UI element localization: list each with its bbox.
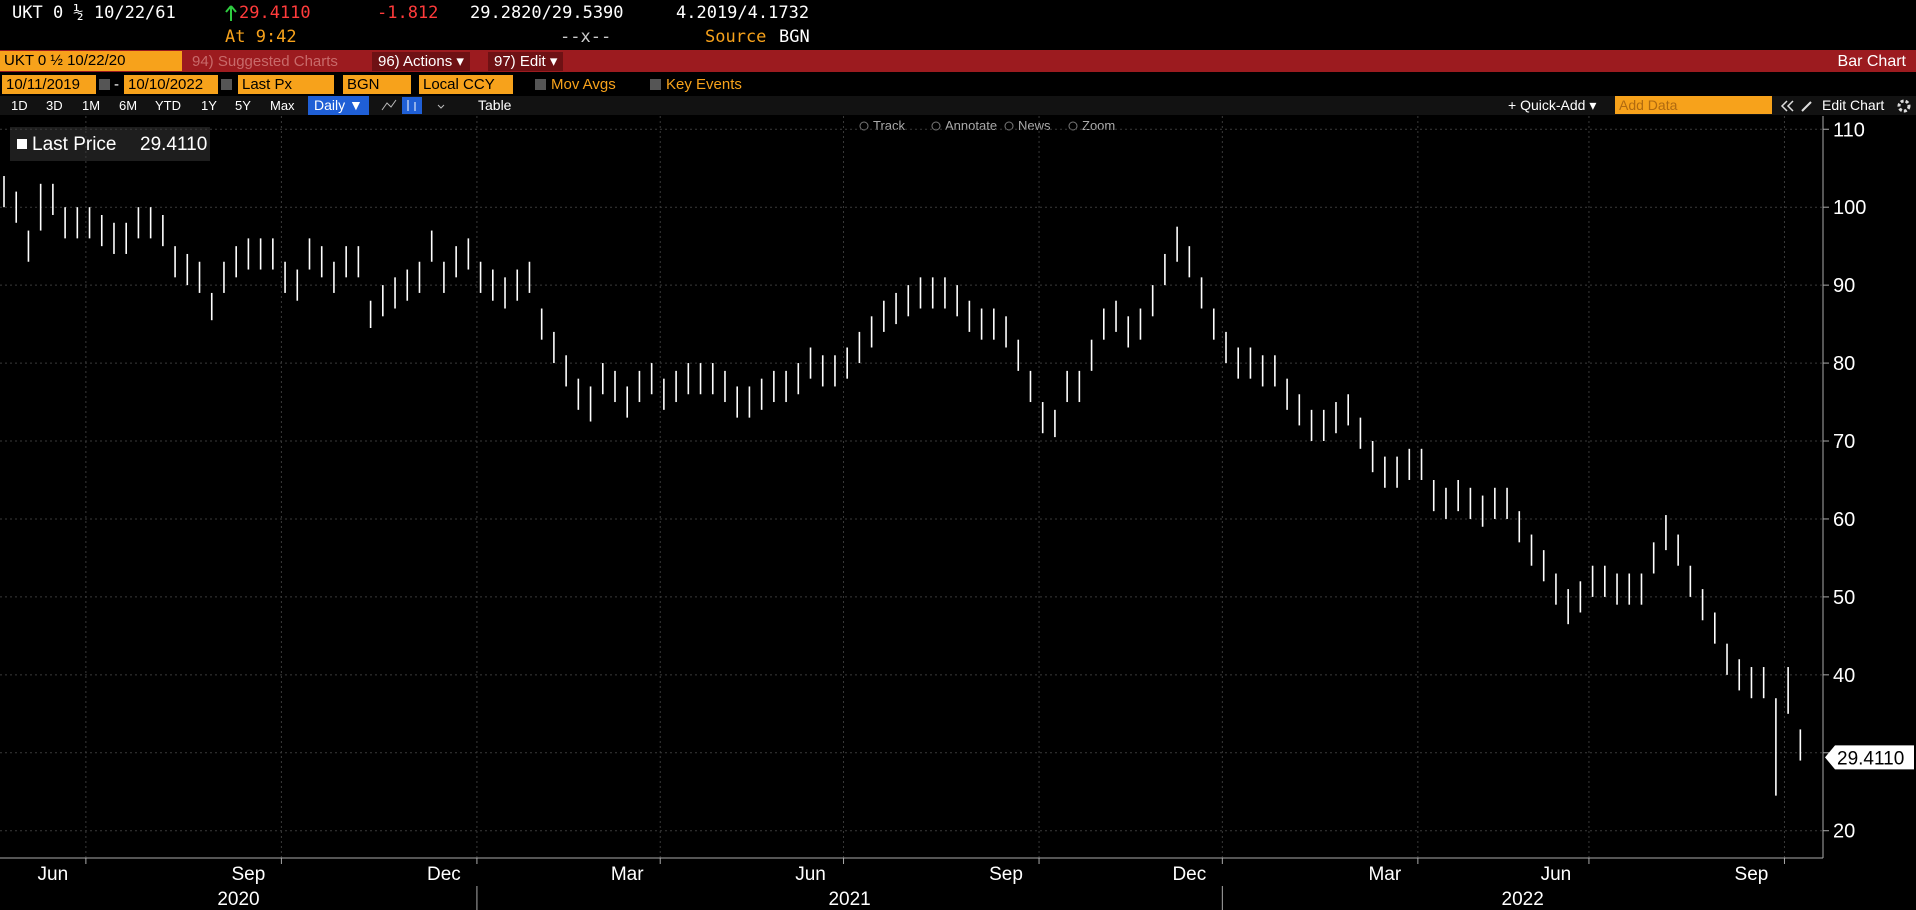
period-row (0, 96, 1916, 115)
checkbox[interactable] (535, 79, 546, 90)
x-tick-label: Sep (231, 864, 265, 885)
x-tick-label: Jun (38, 864, 69, 885)
y-tick-label: 90 (1833, 275, 1855, 297)
last-price-marker (1825, 745, 1914, 770)
edit-chart[interactable]: Edit Chart (1822, 97, 1885, 113)
y-tick-label: 100 (1833, 197, 1866, 219)
start-date[interactable]: 10/11/2019 (2, 75, 96, 94)
suggested-charts[interactable]: 94) Suggested Charts (192, 53, 338, 70)
security-box[interactable]: UKT 0 ½ 10/22/20 (0, 51, 182, 71)
yields: 4.2019/4.1732 (676, 3, 810, 23)
y-tick-label: 20 (1833, 821, 1855, 843)
chart-tool-icon[interactable] (931, 121, 941, 131)
x-tick-label: Jun (1541, 864, 1572, 885)
ticker: UKT 0 ½ 10/22/61 (12, 3, 176, 23)
x-tick-label: Dec (427, 864, 461, 885)
quick-add[interactable]: + Quick-Add ▾ (1508, 97, 1597, 113)
field-select[interactable]: Last Px (238, 75, 334, 94)
year-label: 2021 (828, 889, 870, 910)
end-date[interactable]: 10/10/2022 (124, 75, 218, 94)
chart-tool-icon[interactable] (1068, 121, 1078, 131)
period-button[interactable]: 1D (11, 98, 28, 113)
x-tick-label: Jun (795, 864, 826, 885)
add-data-input[interactable]: Add Data (1615, 96, 1772, 114)
chart-kind: Bar Chart (1837, 53, 1906, 70)
chart-tool-icon[interactable] (859, 121, 869, 131)
red-toolbar (0, 50, 1916, 72)
period-button[interactable]: Max (270, 98, 295, 113)
y-tick-label: 60 (1833, 509, 1855, 531)
y-tick-label: 70 (1833, 431, 1855, 453)
chart-tool-icon[interactable] (1004, 121, 1014, 131)
source-label: Source (705, 27, 767, 47)
chart-tool[interactable]: Zoom (1082, 118, 1115, 133)
net-change: -1.812 (377, 3, 439, 23)
y-tick-label: 50 (1833, 587, 1855, 609)
last-price-label: 29.4110 (1837, 748, 1904, 769)
period-button[interactable]: 6M (119, 98, 138, 113)
frequency-select[interactable]: Daily ▼ (308, 96, 369, 115)
settings-icon[interactable] (1896, 98, 1912, 114)
x-tick-label: Mar (1368, 864, 1401, 885)
table-button[interactable]: Table (478, 97, 512, 113)
source: BGN (779, 27, 810, 47)
period-button[interactable]: 1M (82, 98, 101, 113)
year-label: 2022 (1502, 889, 1544, 910)
legend-label: Last Price (32, 134, 116, 155)
mov-avgs[interactable]: Mov Avgs (551, 76, 616, 93)
chart-tool[interactable]: News (1018, 118, 1051, 133)
actions-menu[interactable]: 96) Actions ▾ (372, 52, 470, 71)
checkbox[interactable] (650, 79, 661, 90)
x-tick-label: Mar (611, 864, 644, 885)
time: At 9:42 (225, 27, 297, 47)
period-button[interactable]: 3D (46, 98, 63, 113)
source-select[interactable]: BGN (343, 75, 411, 94)
calendar-icon[interactable] (221, 79, 232, 90)
currency-select[interactable]: Local CCY (419, 75, 513, 94)
chart-tool[interactable]: Track (873, 118, 906, 133)
period-button[interactable]: 1Y (201, 98, 217, 113)
year-label: 2020 (217, 889, 259, 910)
bid-ask: 29.2820/29.5390 (470, 3, 624, 23)
x-tick-label: Sep (1735, 864, 1769, 885)
period-button[interactable]: 5Y (235, 98, 251, 113)
chart-tool[interactable]: Annotate (945, 118, 997, 133)
size: --x-- (560, 27, 612, 47)
up-arrow (225, 5, 237, 21)
y-tick-label: 110 (1833, 119, 1865, 141)
chart-style-icons[interactable] (380, 97, 450, 114)
legend-value: 29.4110 (140, 134, 207, 155)
x-tick-label: Sep (989, 864, 1023, 885)
period-button[interactable]: YTD (155, 98, 181, 113)
x-tick-label: Dec (1172, 864, 1206, 885)
last-price: 29.4110 (239, 3, 311, 23)
collapse-icon[interactable] (1780, 99, 1814, 113)
date-dash: - (114, 76, 119, 93)
y-tick-label: 40 (1833, 665, 1855, 687)
plot-background (0, 116, 1916, 910)
key-events[interactable]: Key Events (666, 76, 742, 93)
edit-menu[interactable]: 97) Edit ▾ (488, 52, 564, 71)
legend-swatch (17, 139, 27, 149)
y-tick-label: 80 (1833, 353, 1855, 375)
legend-box (10, 127, 210, 161)
calendar-icon[interactable] (99, 79, 110, 90)
